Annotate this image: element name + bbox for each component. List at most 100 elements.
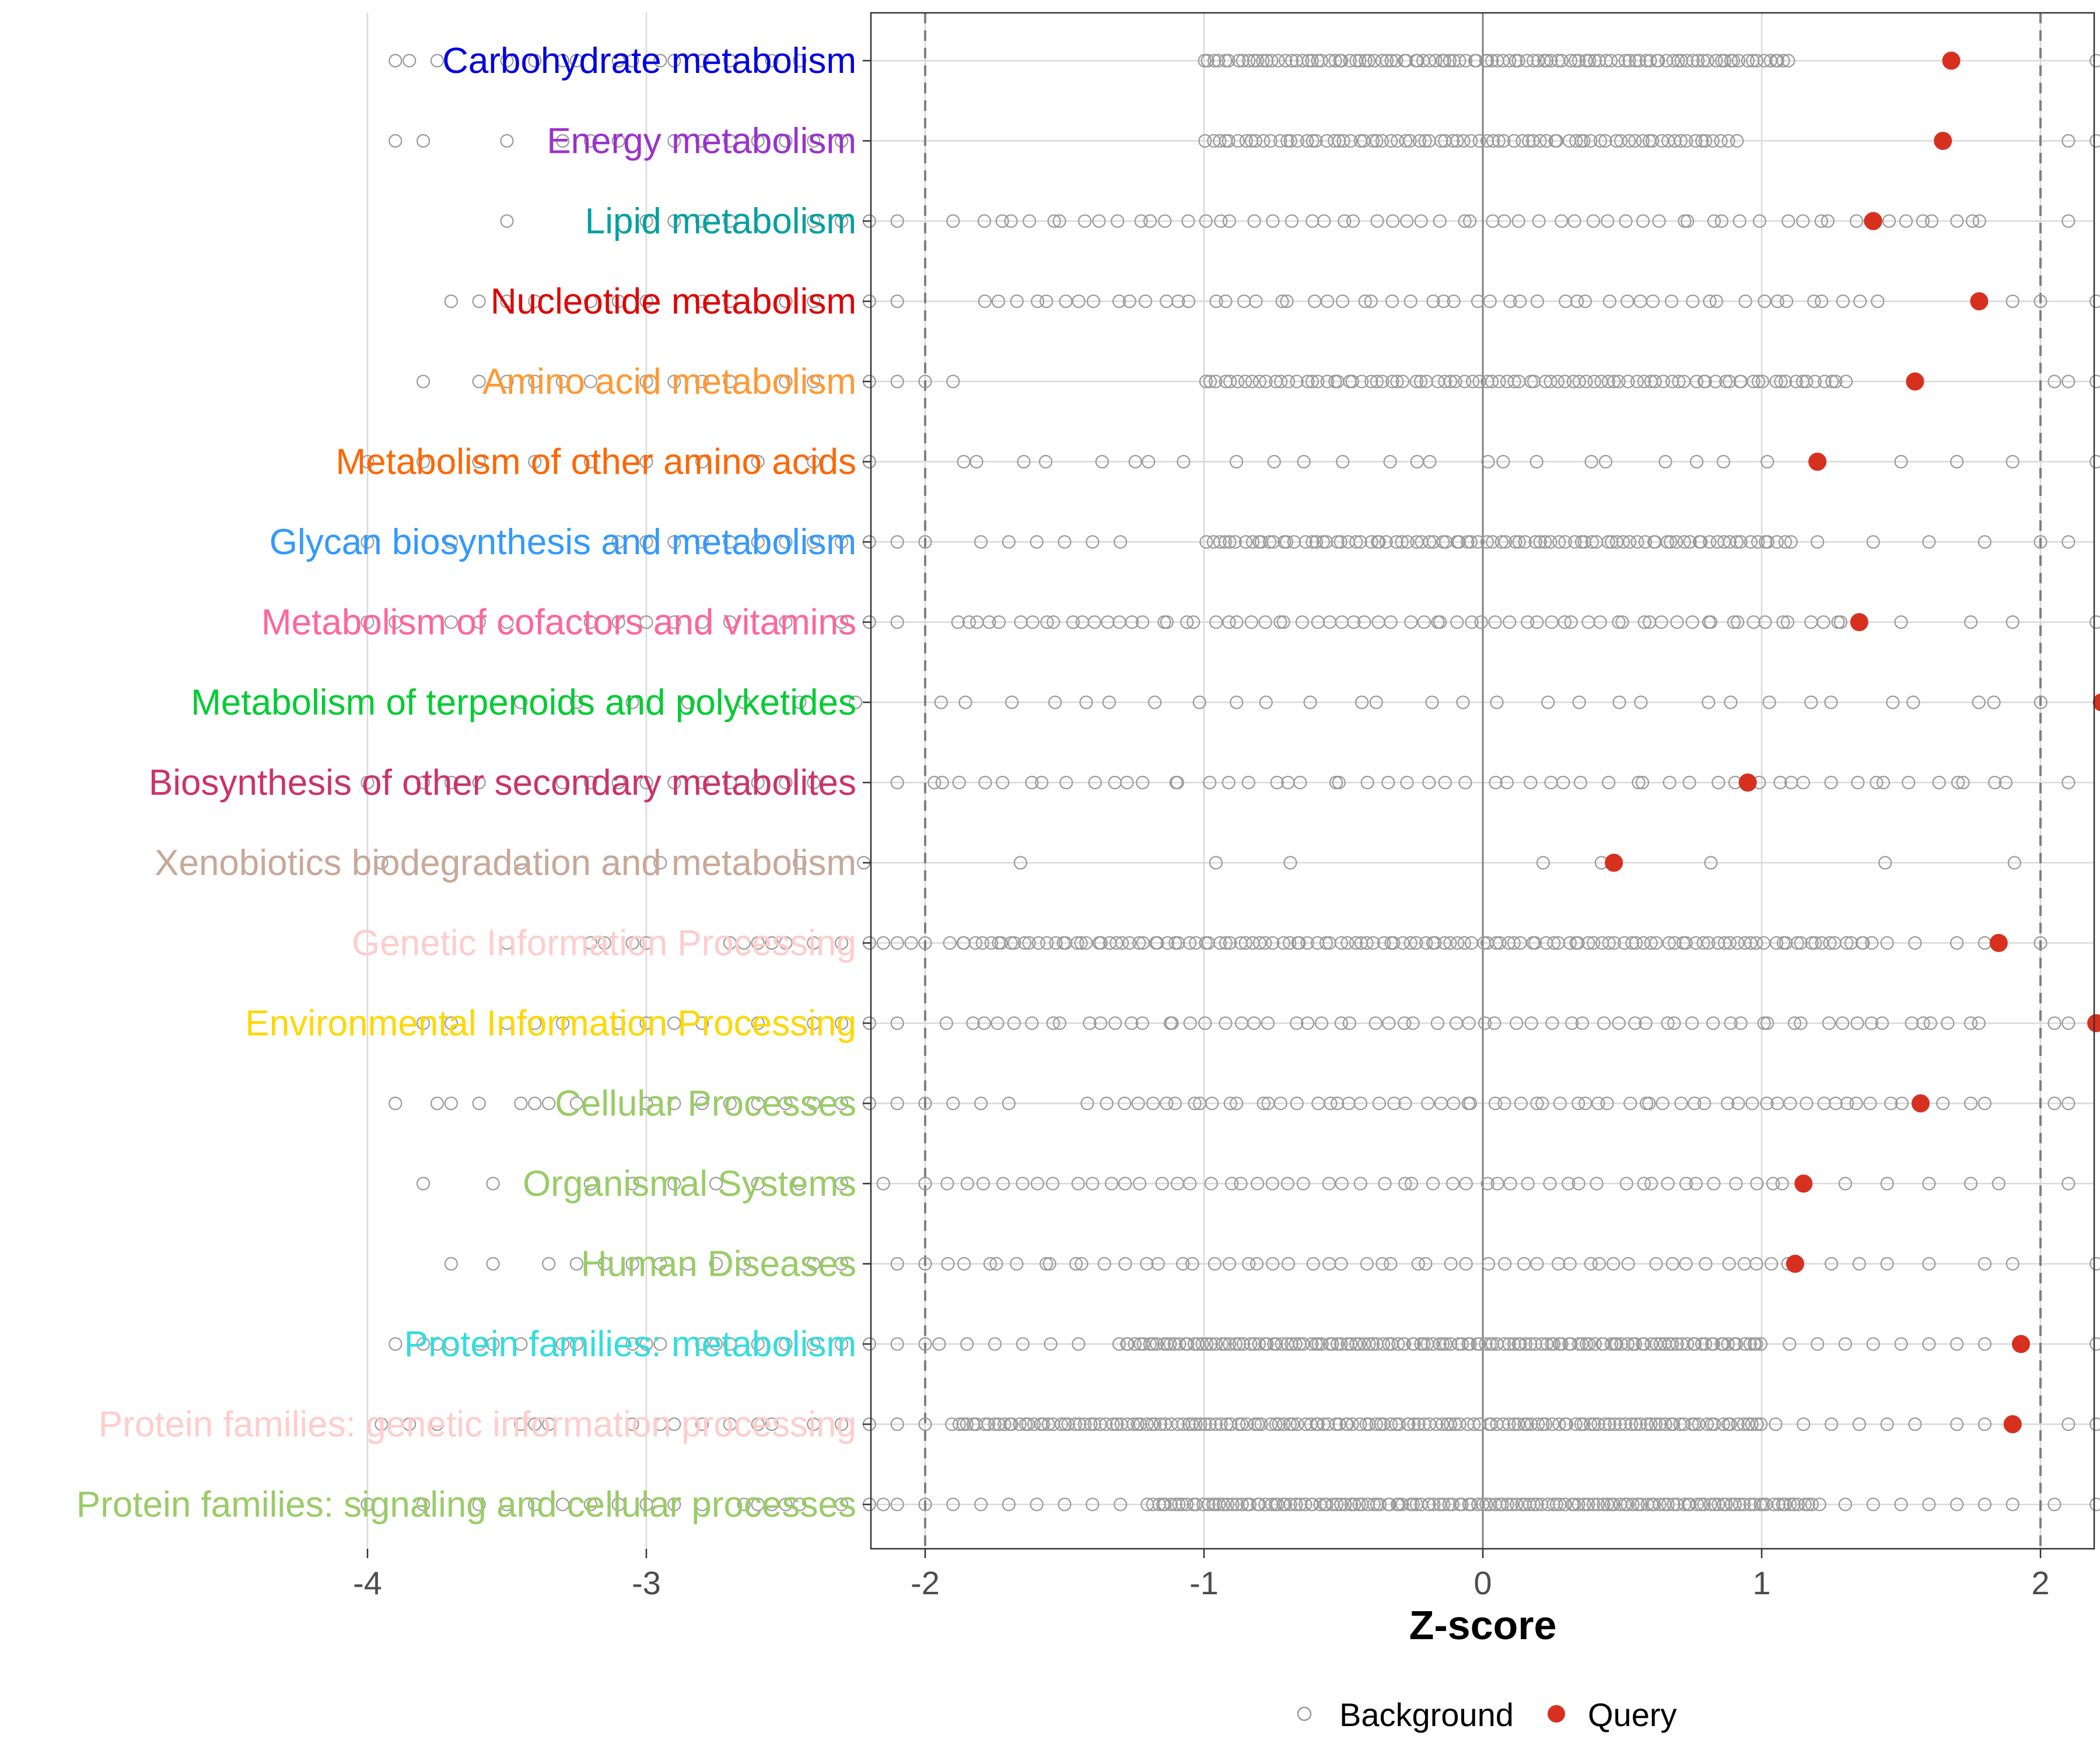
- background-point: [1059, 775, 1073, 790]
- background-point: [1600, 1096, 1614, 1111]
- background-point: [1530, 454, 1544, 469]
- background-point: [1851, 775, 1865, 790]
- background-point: [977, 1016, 991, 1030]
- background-point: [1463, 1337, 1477, 1351]
- background-point: [1209, 856, 1223, 870]
- background-point: [1111, 214, 1125, 228]
- background-point: [1723, 936, 1737, 950]
- background-point: [1370, 214, 1384, 228]
- background-point: [1664, 535, 1678, 549]
- background-point: [1607, 936, 1621, 950]
- background-point: [1362, 1337, 1376, 1351]
- background-point: [1751, 535, 1765, 549]
- background-point: [1467, 1417, 1481, 1432]
- background-point: [1766, 1177, 1780, 1191]
- background-point: [1406, 1497, 1420, 1511]
- background-point: [1605, 1337, 1619, 1351]
- x-tick-label: 0: [1474, 1564, 1492, 1601]
- background-point: [918, 1497, 932, 1511]
- background-point: [1696, 936, 1710, 950]
- background-point: [943, 936, 957, 950]
- background-point: [444, 615, 459, 629]
- background-point: [1719, 374, 1733, 388]
- background-point: [1248, 1417, 1262, 1432]
- background-point: [1030, 535, 1044, 549]
- background-point: [1972, 214, 1986, 228]
- background-point: [1177, 454, 1191, 469]
- background-point: [1134, 214, 1148, 228]
- background-point: [1811, 1337, 1825, 1351]
- background-point: [709, 1256, 723, 1271]
- background-point: [1540, 1337, 1554, 1351]
- background-point: [1421, 1096, 1435, 1111]
- background-point: [1524, 1417, 1538, 1432]
- background-point: [625, 54, 639, 68]
- background-point: [1692, 1417, 1706, 1432]
- background-point: [2090, 54, 2100, 68]
- background-point: [1238, 374, 1252, 388]
- background-point: [1224, 1417, 1238, 1432]
- background-point: [1347, 615, 1361, 629]
- background-point: [555, 374, 570, 388]
- background-point: [890, 374, 904, 388]
- background-point: [1189, 1417, 1203, 1432]
- background-point: [1448, 374, 1462, 388]
- background-point: [1569, 134, 1583, 148]
- background-point: [1563, 54, 1578, 68]
- background-point: [1370, 134, 1384, 148]
- background-point: [1202, 1497, 1216, 1511]
- background-point: [834, 1177, 849, 1191]
- background-point: [1510, 1497, 1524, 1511]
- background-point: [1422, 775, 1436, 790]
- background-point: [611, 535, 625, 549]
- background-point: [1384, 615, 1398, 629]
- background-point: [1281, 374, 1296, 388]
- background-point: [890, 615, 904, 629]
- background-point: [995, 214, 1009, 228]
- background-point: [416, 1177, 430, 1191]
- background-point: [1695, 1337, 1709, 1351]
- background-point: [988, 1337, 1002, 1351]
- background-point: [1209, 374, 1223, 388]
- background-point: [1567, 1497, 1581, 1511]
- legend: Background Query: [1297, 1696, 1677, 1733]
- background-point: [751, 1177, 765, 1191]
- background-point: [639, 1337, 653, 1351]
- background-point: [1709, 374, 1723, 388]
- background-point: [1766, 1497, 1781, 1511]
- background-point: [1582, 1337, 1596, 1351]
- background-point: [1186, 615, 1200, 629]
- background-point: [709, 1177, 723, 1191]
- x-tick-label: -1: [1189, 1564, 1219, 1601]
- background-point: [402, 54, 416, 68]
- background-point: [1712, 775, 1726, 790]
- background-point: [1364, 374, 1378, 388]
- query-point: [1808, 453, 1827, 471]
- background-point: [1544, 54, 1558, 68]
- background-point: [1046, 615, 1060, 629]
- background-point: [1644, 1177, 1658, 1191]
- background-point: [1128, 1337, 1142, 1351]
- background-point: [1829, 374, 1843, 388]
- background-point: [1236, 54, 1250, 68]
- background-point: [1042, 1256, 1056, 1271]
- background-point: [970, 454, 984, 469]
- background-point: [1376, 1337, 1391, 1351]
- background-point: [1059, 294, 1073, 309]
- background-point: [1278, 1497, 1292, 1511]
- background-point: [1799, 374, 1814, 388]
- background-point: [1530, 1497, 1544, 1511]
- background-point: [1265, 1177, 1279, 1191]
- background-point: [1665, 1337, 1679, 1351]
- background-point: [1155, 1177, 1169, 1191]
- background-point: [639, 1096, 653, 1111]
- background-point: [1922, 1177, 1936, 1191]
- background-point: [1503, 294, 1517, 309]
- background-point: [1709, 294, 1724, 309]
- background-point: [1193, 1417, 1208, 1432]
- background-point: [1471, 535, 1485, 549]
- background-point: [667, 1417, 681, 1432]
- background-point: [779, 1337, 793, 1351]
- background-point: [1280, 134, 1294, 148]
- background-point: [639, 1016, 653, 1030]
